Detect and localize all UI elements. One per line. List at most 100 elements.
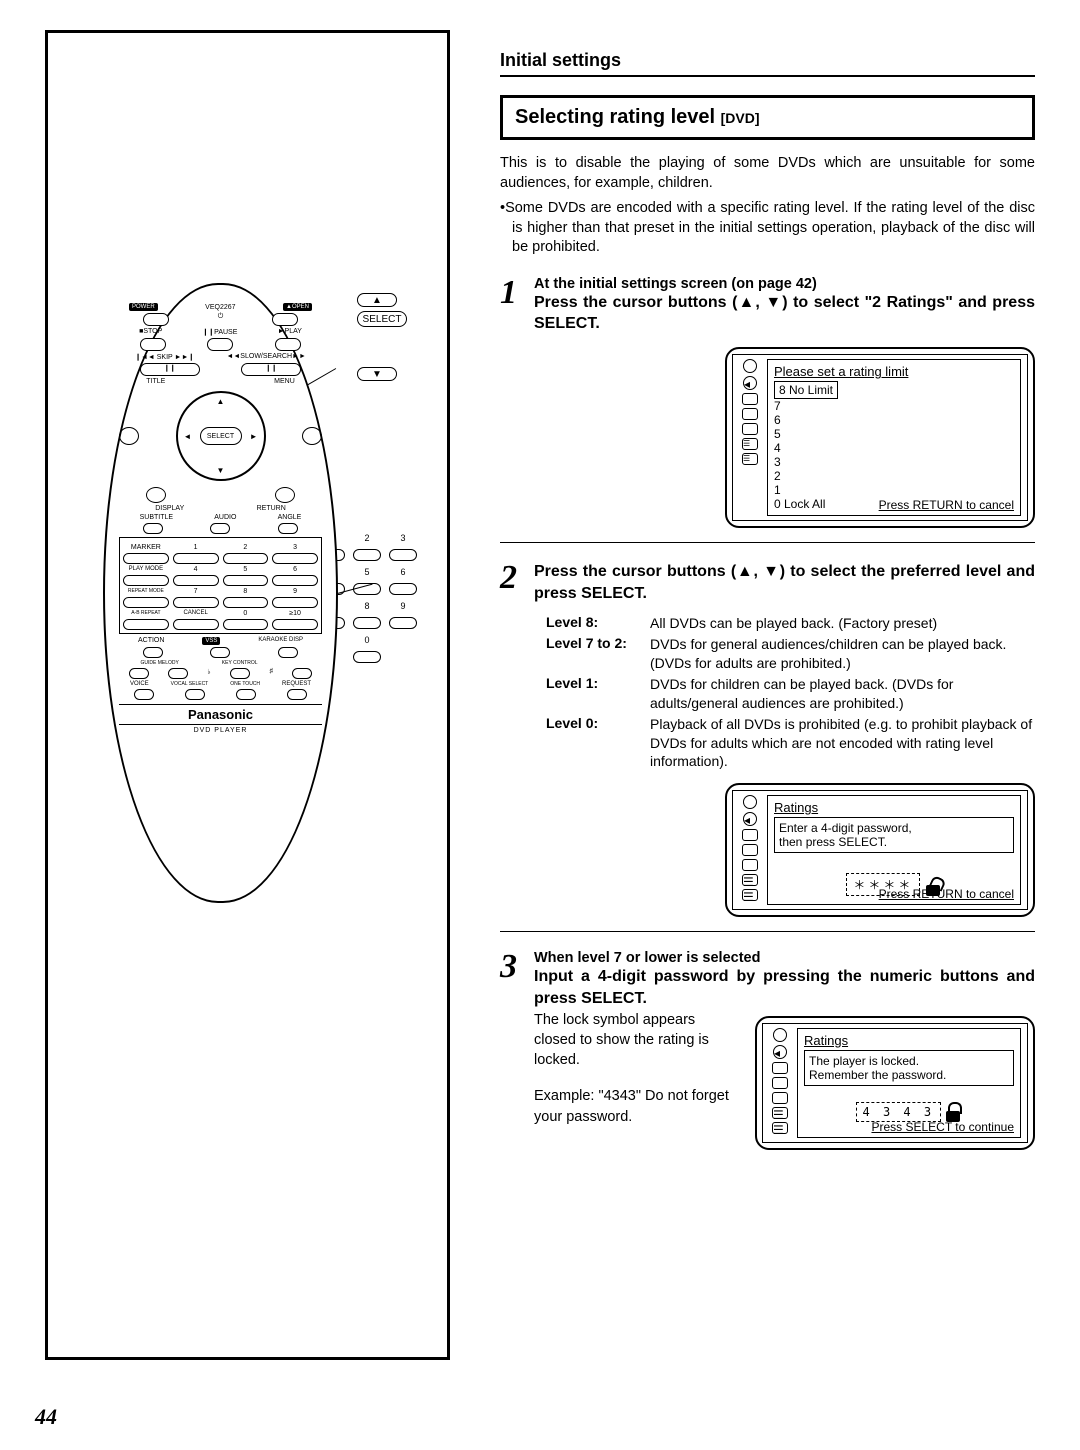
step-2: 2 Press the cursor buttons (▲, ▼) to sel… (500, 561, 1035, 932)
karaoke-label: KARAOKE DISP (258, 637, 303, 645)
numeric-section: MARKER123 PLAY MODE456 REPEAT MODE789 A-… (119, 537, 322, 634)
screen-1-line: 4 (774, 441, 1014, 455)
step-2-main: Press the cursor buttons (▲, ▼) to selec… (534, 561, 1035, 604)
screen-1-line: 7 (774, 399, 1014, 413)
level-table: Level 8:All DVDs can be played back. (Fa… (546, 614, 1035, 771)
step-3-pre: When level 7 or lower is selected (534, 950, 1035, 966)
skip-label: ❙◄◄ SKIP ►►❙ (135, 353, 194, 361)
screen-1-line: 1 (774, 483, 1014, 497)
marker-label: MARKER (123, 544, 169, 551)
step-3-main: Input a 4-digit password by pressing the… (534, 966, 1035, 1009)
side-down-button: ▼ (357, 367, 397, 381)
bullet-text: •Some DVDs are encoded with a specific r… (500, 199, 1035, 258)
screen-1-line: 3 (774, 455, 1014, 469)
menu-label: MENU (274, 378, 295, 385)
screen-1-header: Please set a rating limit (774, 364, 1014, 379)
step-3-note2: Example: "4343" Do not forget your passw… (534, 1086, 741, 1127)
audio-label: AUDIO (214, 514, 236, 521)
level-desc: Playback of all DVDs is prohibited (e.g.… (650, 715, 1035, 772)
gte10-label: ≥10 (272, 610, 318, 617)
screen-3: ◂ ☰☰ Ratings The player is locked. Remem… (755, 1016, 1035, 1150)
keycontrol-label: KEY CONTROL (222, 660, 258, 666)
vss-label: VSS (202, 637, 220, 645)
screen-3-msg1: The player is locked. (809, 1054, 1009, 1068)
side-up-button: ▲ (357, 293, 397, 307)
intro-text: This is to disable the playing of some D… (500, 154, 1035, 193)
step-1-main: Press the cursor buttons (▲, ▼) to selec… (534, 292, 1035, 335)
screen-2-panel: Ratings Enter a 4-digit password, then p… (767, 795, 1021, 905)
section-header: Initial settings (500, 50, 1035, 77)
title-box: Selecting rating level [DVD] (500, 95, 1035, 140)
playmode-label: PLAY MODE (123, 566, 169, 573)
onetouch-label: ONE TOUCH (230, 681, 260, 687)
screen-2-icons: ◂ ☰☰ (739, 795, 761, 905)
screen-3-password: 4 3 4 3 (856, 1102, 942, 1122)
abrepeat-label: A-B REPEAT (123, 610, 169, 617)
angle-label: ANGLE (278, 514, 302, 521)
step-3-note1: The lock symbol appears closed to show t… (534, 1010, 741, 1071)
screen-3-panel: Ratings The player is locked. Remember t… (797, 1028, 1021, 1138)
screen-3-footer: Press SELECT to continue (871, 1120, 1014, 1134)
vocal-label: VOCAL SELECT (171, 681, 209, 687)
cancel-label: CANCEL (173, 610, 219, 617)
level-label: Level 7 to 2: (546, 635, 650, 673)
screen-3-msg2: Remember the password. (809, 1068, 1009, 1082)
level-label: Level 0: (546, 715, 650, 772)
screen-1: ◂ ☰☰ Please set a rating limit 8 No Limi… (725, 347, 1035, 528)
remote-frame: ▲ SELECT ▼ 123 456 789 0 POWER (45, 30, 450, 1360)
select-button: SELECT (200, 427, 242, 445)
step-1-pre: At the initial settings screen (on page … (534, 276, 1035, 292)
step-1-number: 1 (500, 276, 534, 528)
level-desc: DVDs for general audiences/children can … (650, 635, 1035, 673)
power-label: POWER (129, 303, 158, 311)
search-label: ◄◄SLOW/SEARCH►► (226, 353, 305, 361)
voice-label: VOICE (130, 681, 149, 687)
side-callout-buttons: ▲ SELECT ▼ (357, 293, 407, 385)
subtitle-label: SUBTITLE (140, 514, 173, 521)
action-label: ACTION (138, 637, 164, 645)
screen-2: ◂ ☰☰ Ratings Enter a 4-digit password, t… (725, 783, 1035, 917)
display-label: DISPLAY (155, 505, 184, 512)
model-label: VEQ2267 (205, 304, 235, 311)
remote-control: POWER VEQ2267 ▲OPEN ⏻ ■STOP ❙❙PAUSE ►PLA… (103, 283, 338, 903)
title-text: Selecting rating level (515, 106, 715, 128)
instructions-column: Initial settings Selecting rating level … (470, 0, 1080, 1450)
pause-label: ❙❙PAUSE (202, 328, 237, 336)
brand-label: Panasonic (119, 704, 322, 725)
screen-3-header: Ratings (804, 1033, 1014, 1048)
step-2-number: 2 (500, 561, 534, 917)
screen-1-footer: Press RETURN to cancel (879, 498, 1014, 512)
play-label: ►PLAY (278, 328, 302, 336)
return-label: RETURN (257, 505, 286, 512)
screen-3-icons: ◂ ☰☰ (769, 1028, 791, 1138)
open-close-label: ▲OPEN (283, 303, 312, 311)
repeat-label: REPEAT MODE (123, 588, 169, 595)
remote-column: ▲ SELECT ▼ 123 456 789 0 POWER (0, 0, 470, 1450)
level-label: Level 8: (546, 614, 650, 633)
screen-2-header: Ratings (774, 800, 1014, 815)
level-desc: DVDs for children can be played back. (D… (650, 675, 1035, 713)
screen-1-icons: ◂ ☰☰ (739, 359, 761, 516)
stop-label: ■STOP (139, 328, 162, 336)
level-label: Level 1: (546, 675, 650, 713)
step-3: 3 When level 7 or lower is selected Inpu… (500, 950, 1035, 1163)
brand-sub-label: DVD PLAYER (119, 725, 322, 736)
screen-1-line: 2 (774, 469, 1014, 483)
screen-1-line: 5 (774, 427, 1014, 441)
screen-1-panel: Please set a rating limit 8 No Limit 7 6… (767, 359, 1021, 516)
request-label: REQUEST (282, 681, 311, 687)
title-tag: [DVD] (721, 110, 760, 126)
dpad: ▲ ▼ ◄ ► SELECT (176, 391, 266, 481)
step-3-number: 3 (500, 950, 534, 1149)
step-1: 1 At the initial settings screen (on pag… (500, 276, 1035, 543)
side-select-button: SELECT (357, 311, 407, 327)
screen-2-msg2: then press SELECT. (779, 835, 1009, 849)
title-label: TITLE (146, 378, 165, 385)
guide-label: GUIDE MELODY (140, 660, 178, 666)
screen-2-msg1: Enter a 4-digit password, (779, 821, 1009, 835)
screen-2-footer: Press RETURN to cancel (879, 887, 1014, 901)
screen-1-selected: 8 No Limit (774, 381, 838, 399)
screen-1-line: 6 (774, 413, 1014, 427)
page-number: 44 (35, 1404, 57, 1430)
level-desc: All DVDs can be played back. (Factory pr… (650, 614, 1035, 633)
